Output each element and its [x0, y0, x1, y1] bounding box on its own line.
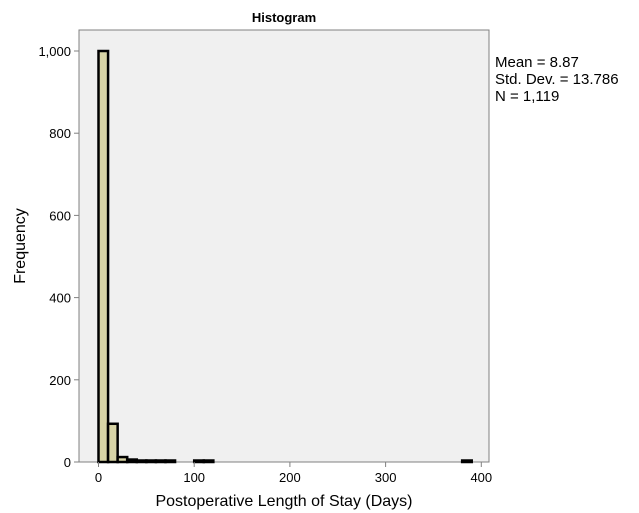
y-tick-label: 0	[64, 455, 71, 470]
histogram-bar-2	[116, 455, 129, 464]
x-axis-label: Postoperative Length of Stay (Days)	[155, 493, 412, 510]
mean-stat: Mean = 8.87	[495, 54, 579, 71]
std-dev-stat: Std. Dev. = 13.786	[495, 71, 619, 88]
y-tick-label: 1,000	[38, 44, 71, 59]
histogram-bar-10	[460, 459, 473, 464]
histogram-bar-5	[145, 459, 158, 464]
y-tick-label: 400	[49, 291, 71, 306]
plot-area	[78, 29, 490, 463]
y-tick-label: 800	[49, 126, 71, 141]
y-axis-label: Frequency	[12, 208, 29, 284]
histogram-bar-6	[154, 459, 167, 464]
chart-title: Histogram	[252, 10, 316, 25]
histogram-bar-3	[125, 458, 139, 464]
histogram-bar-4	[135, 459, 148, 464]
histogram-bar-8	[192, 459, 206, 464]
x-tick-label: 300	[375, 470, 397, 485]
histogram-bar-7	[164, 459, 177, 464]
y-tick-label: 600	[49, 208, 71, 223]
x-tick-label: 400	[470, 470, 492, 485]
x-tick-label: 0	[95, 470, 102, 485]
n-stat: N = 1,119	[495, 88, 560, 105]
x-tick-label: 200	[279, 470, 301, 485]
histogram-bar-9	[202, 459, 215, 464]
histogram-bar-0	[97, 49, 110, 464]
x-tick-label: 100	[183, 470, 205, 485]
summary-stats: Mean = 8.87 Std. Dev. = 13.786 N = 1,119	[495, 54, 619, 105]
y-tick-label: 200	[49, 373, 71, 388]
bars-group	[97, 49, 473, 464]
axes-group: 0 200 400 600 800 1,000 0 100 200 300 400	[38, 44, 492, 485]
histogram-bar-1	[106, 422, 119, 464]
